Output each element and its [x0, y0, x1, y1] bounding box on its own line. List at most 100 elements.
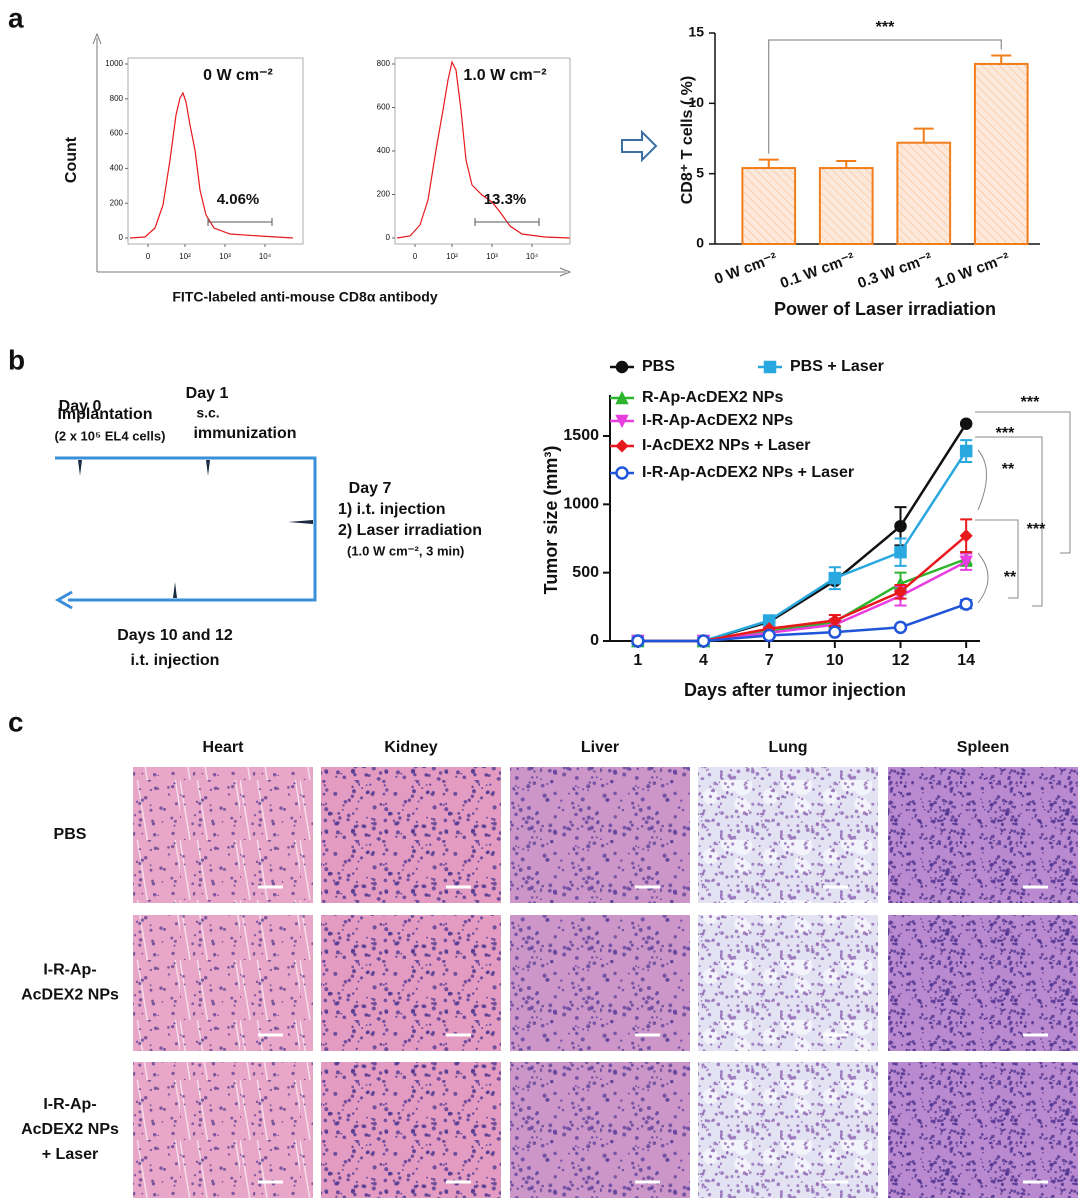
y-tick-label: 1000: [105, 59, 123, 68]
significance: ***: [876, 19, 895, 36]
column-header: Liver: [581, 739, 619, 756]
y-tick-label: 0: [590, 632, 599, 649]
flow-xlabel: FITC-labeled anti-mouse CD8α antibody: [172, 289, 438, 305]
histology-image: [133, 1062, 313, 1198]
column-header: Heart: [203, 739, 245, 756]
timeline: [54, 456, 317, 610]
significance: ***: [996, 425, 1015, 442]
column-header: Kidney: [384, 739, 437, 756]
timeline-text: Day 0: [59, 398, 102, 415]
y-axis-label: Tumor size (mm³): [541, 446, 561, 595]
flow-ylabel: Count: [63, 136, 80, 183]
marker: [959, 597, 973, 611]
legend-label: PBS + Laser: [790, 358, 884, 375]
x-tick-label: 10⁴: [259, 252, 272, 261]
series-line: [637, 602, 967, 643]
timeline-text: immunization: [193, 425, 296, 442]
error-bar: [991, 54, 1012, 64]
marker: [893, 585, 908, 599]
timeline-text: Day 7: [349, 480, 392, 497]
marker: [615, 414, 629, 429]
x-tick-label: 0: [413, 252, 418, 261]
timeline-text: Days 10 and 12: [117, 627, 233, 644]
significance: **: [1004, 569, 1017, 586]
marker: [631, 634, 645, 648]
row-label: I-R-Ap-: [43, 962, 96, 979]
bar: [973, 62, 1029, 245]
y-tick-label: 800: [110, 94, 124, 103]
y-tick-label: 200: [377, 190, 391, 199]
marker: [893, 620, 908, 635]
legend-label: I-R-Ap-AcDEX2 NPs + Laser: [642, 464, 854, 481]
significance: ***: [1027, 521, 1046, 538]
marker: [763, 360, 777, 374]
row-label: + Laser: [42, 1146, 98, 1163]
legend-label: I-AcDEX2 NPs + Laser: [642, 437, 811, 454]
marker: [959, 555, 973, 569]
histology-image: [510, 1062, 690, 1198]
x-tick-label: 0.3 W cm⁻²: [855, 250, 934, 293]
error-bar: [836, 160, 857, 169]
x-tick-label: 10²: [446, 252, 458, 261]
histology-image: [321, 915, 501, 1051]
histology-image: [888, 767, 1078, 903]
x-tick-label: 10³: [219, 252, 231, 261]
bar: [896, 141, 952, 245]
histology-image: [510, 915, 690, 1051]
timeline-text: s.c.: [196, 405, 219, 421]
x-tick-label: 12: [892, 652, 910, 669]
significance: ***: [1021, 394, 1040, 411]
y-axis-label: CD8⁺ T cells ( %): [679, 76, 696, 204]
histology-image: [510, 767, 690, 903]
y-tick-label: 400: [110, 164, 124, 173]
bar: [741, 167, 797, 245]
flow-axes: [92, 32, 572, 277]
marker: [959, 444, 973, 458]
marker: [828, 571, 842, 585]
flow-frame: [394, 57, 571, 245]
histology-image: [888, 1062, 1078, 1198]
x-tick-label: 10³: [486, 252, 498, 261]
gate-label: 13.3%: [484, 191, 527, 208]
significance-bracket: [768, 39, 1002, 154]
panel-label: b: [8, 344, 25, 375]
y-tick-label: 5: [696, 164, 704, 180]
marker: [615, 466, 629, 480]
y-tick-label: 600: [377, 103, 391, 112]
timeline-text: Implantation: [57, 406, 152, 423]
error-bar: [758, 158, 779, 169]
histology-image: [321, 767, 501, 903]
row-label: AcDEX2 NPs: [21, 1121, 119, 1138]
marker: [696, 634, 711, 648]
histology-image: [888, 915, 1078, 1051]
x-tick-label: 0 W cm⁻²: [712, 250, 779, 288]
marker: [828, 625, 842, 639]
y-tick-label: 800: [377, 59, 391, 68]
x-tick-label: 0: [146, 252, 151, 261]
timeline-text: Day 1: [186, 385, 229, 402]
y-tick-label: 400: [377, 146, 391, 155]
timeline-text: (2 x 10⁵ EL4 cells): [55, 428, 166, 443]
x-tick-label: 14: [957, 652, 975, 669]
column-header: Lung: [768, 739, 807, 756]
y-tick-label: 200: [110, 198, 124, 207]
x-axis-label: Power of Laser irradiation: [774, 299, 996, 319]
x-tick-label: 7: [765, 652, 774, 669]
timeline-text: 2) Laser irradiation: [338, 522, 482, 539]
x-tick-label: 4: [699, 652, 708, 669]
y-tick-label: 500: [572, 564, 599, 581]
y-tick-label: 600: [110, 129, 124, 138]
x-tick-label: 0.1 W cm⁻²: [778, 250, 857, 293]
x-tick-label: 10⁴: [526, 252, 539, 261]
histology-image: [698, 1062, 878, 1198]
x-tick-label: 1.0 W cm⁻²: [933, 250, 1012, 293]
marker: [615, 360, 629, 374]
series-line: [637, 423, 968, 643]
histology-image: [698, 915, 878, 1051]
flow-frame: [127, 57, 304, 245]
y-tick-label: 15: [688, 24, 704, 40]
marker: [894, 519, 907, 533]
x-axis-label: Days after tumor injection: [684, 680, 906, 700]
timeline-text: (1.0 W cm⁻², 3 min): [347, 543, 464, 558]
